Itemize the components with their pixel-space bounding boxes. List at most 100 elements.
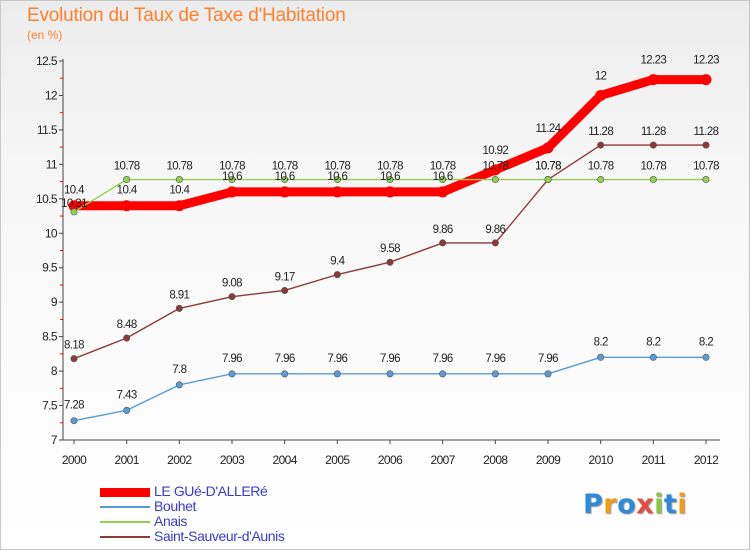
x-tick-label: 2007 xyxy=(431,453,456,467)
data-label: 10.4 xyxy=(117,185,138,197)
data-point xyxy=(281,176,289,184)
data-label: 9.86 xyxy=(433,224,453,236)
data-point xyxy=(702,353,710,361)
data-point xyxy=(173,200,185,212)
data-label: 7.96 xyxy=(433,353,453,365)
data-point xyxy=(281,370,289,378)
data-point xyxy=(597,176,605,184)
data-label: 10.78 xyxy=(535,161,561,173)
x-tick-label: 2011 xyxy=(642,453,666,467)
data-point xyxy=(226,186,238,198)
data-point xyxy=(649,353,657,361)
data-label: 10.6 xyxy=(222,171,242,183)
data-point xyxy=(542,142,554,154)
data-point xyxy=(439,176,447,184)
data-label: 11.24 xyxy=(536,123,562,135)
data-point xyxy=(649,141,657,149)
data-point xyxy=(228,370,236,378)
data-label: 10.6 xyxy=(327,171,347,183)
data-label: 10.78 xyxy=(430,161,456,173)
data-point xyxy=(333,176,341,184)
x-tick-label: 2000 xyxy=(62,453,87,467)
legend-label: LE GUé-D'ALLERé xyxy=(154,483,268,499)
legend-swatch xyxy=(100,506,150,508)
proxiti-logo: Proxiti xyxy=(583,489,687,520)
data-point xyxy=(702,141,710,149)
data-point xyxy=(647,74,659,86)
legend-swatch xyxy=(100,536,150,538)
y-tick-label: 12.5 xyxy=(36,54,58,68)
data-point xyxy=(175,304,183,312)
data-label: 9.17 xyxy=(275,271,295,283)
x-tick-label: 2009 xyxy=(536,453,561,467)
chart-title: Evolution du Taux de Taxe d'Habitation xyxy=(27,5,346,26)
data-label: 10.78 xyxy=(640,161,666,173)
data-label: 7.96 xyxy=(380,353,400,365)
data-label: 8.2 xyxy=(646,336,660,348)
data-point xyxy=(489,164,501,176)
data-point xyxy=(175,176,183,184)
x-tick-label: 2010 xyxy=(589,453,614,467)
data-labels: 10.4 10.4 10.4 10.6 10.6 10.6 10.6 10.6 10.92 11.… xyxy=(61,55,720,412)
data-point xyxy=(544,176,552,184)
legend-label: Anais xyxy=(154,513,188,529)
data-point xyxy=(123,176,131,184)
data-label: 10.78 xyxy=(377,161,403,173)
y-tick-label: 12 xyxy=(45,88,58,102)
data-label: 10.6 xyxy=(275,171,295,183)
data-label: 10.31 xyxy=(61,198,87,210)
data-label: 11.28 xyxy=(694,126,719,138)
data-label: 7.96 xyxy=(222,353,242,365)
data-point xyxy=(228,176,236,184)
series-lines xyxy=(68,74,712,425)
logo-letter: i xyxy=(654,489,664,520)
data-point xyxy=(439,370,447,378)
logo-letter: t xyxy=(663,489,678,520)
data-label: 9.08 xyxy=(222,278,242,290)
data-point xyxy=(649,176,657,184)
data-label: 12.23 xyxy=(693,55,719,67)
data-label: 10.6 xyxy=(433,171,453,183)
x-tick-label: 2004 xyxy=(273,453,298,467)
data-point xyxy=(228,293,236,301)
data-point xyxy=(386,370,394,378)
data-point xyxy=(279,186,291,198)
data-point xyxy=(491,370,499,378)
logo-letter: r xyxy=(603,489,618,520)
series-line-1 xyxy=(73,356,707,422)
data-point xyxy=(121,200,133,212)
data-label: 10.92 xyxy=(482,145,508,157)
x-tick-label: 2012 xyxy=(694,453,719,467)
data-point xyxy=(597,353,605,361)
data-label: 7.28 xyxy=(64,400,84,412)
x-tick-label: 2008 xyxy=(483,453,508,467)
line-chart: 7 7.5 8 8.5 9 9.5 10 10.5 11 11.5 12 12.5 2000 2001 20… xyxy=(36,54,720,467)
data-label: 10.78 xyxy=(219,161,245,173)
logo-letter: o xyxy=(617,489,637,520)
data-label: 8.2 xyxy=(699,336,713,348)
x-tick-label: 2003 xyxy=(220,453,245,467)
data-point xyxy=(597,141,605,149)
data-label: 10.4 xyxy=(64,185,85,197)
legend-swatch xyxy=(100,521,150,523)
data-point xyxy=(491,176,499,184)
y-tick-label: 7 xyxy=(51,433,58,447)
data-point xyxy=(68,200,80,212)
data-label: 9.58 xyxy=(380,243,400,255)
data-label: 9.4 xyxy=(330,256,345,268)
data-label: 10.78 xyxy=(166,161,192,173)
legend-swatch xyxy=(100,487,150,497)
x-tick-label: 2006 xyxy=(378,453,403,467)
y-tick-label: 8.5 xyxy=(42,330,58,344)
y-tick-label: 10.5 xyxy=(36,192,58,206)
legend-label: Bouhet xyxy=(154,498,196,514)
data-point xyxy=(123,406,131,414)
data-point xyxy=(333,271,341,279)
data-point xyxy=(333,370,341,378)
data-point xyxy=(281,286,289,294)
data-point xyxy=(175,381,183,389)
data-label: 11.28 xyxy=(588,126,613,138)
data-label: 8.91 xyxy=(169,289,189,301)
data-label: 10.78 xyxy=(693,161,719,173)
data-point xyxy=(70,417,78,425)
